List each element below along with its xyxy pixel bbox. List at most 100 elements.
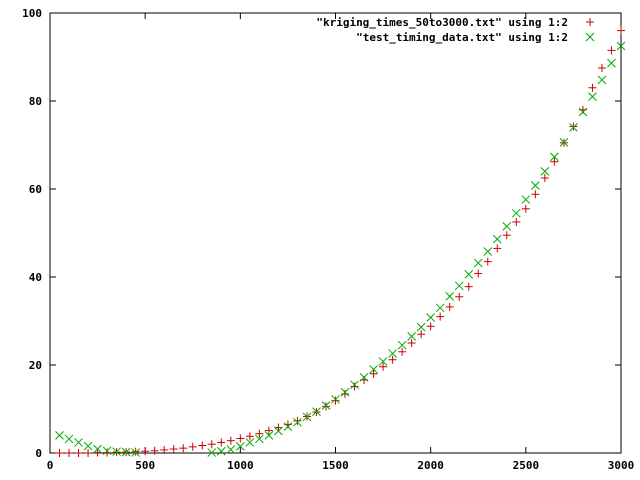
cross-marker bbox=[235, 442, 245, 451]
cross-marker bbox=[293, 417, 302, 427]
cross-marker bbox=[454, 281, 464, 291]
cross-marker bbox=[578, 107, 588, 117]
cross-marker bbox=[407, 332, 416, 341]
cross-marker bbox=[312, 407, 321, 416]
cross-marker bbox=[445, 292, 455, 301]
cross-marker bbox=[550, 152, 559, 162]
cross-marker bbox=[264, 431, 274, 440]
cross-marker bbox=[359, 372, 369, 382]
cross-marker bbox=[283, 422, 293, 431]
plus-marker bbox=[103, 448, 112, 457]
cross-marker bbox=[121, 447, 131, 457]
cross-marker bbox=[378, 357, 388, 366]
plot-frame bbox=[49, 12, 622, 454]
plus-marker bbox=[521, 204, 530, 213]
plus-marker bbox=[55, 449, 64, 457]
cross-marker bbox=[216, 446, 226, 456]
cross-marker bbox=[74, 438, 83, 447]
plus-marker bbox=[550, 157, 559, 166]
plus-marker bbox=[588, 83, 597, 92]
plus-marker bbox=[474, 269, 483, 278]
x-axis-tick-labels: 0 500 1000 1500 2000 2500 3000 bbox=[47, 459, 635, 472]
plus-marker bbox=[93, 448, 102, 457]
cross-marker bbox=[131, 448, 141, 457]
legend: "kriging_times_50to3000.txt" using 1:2 "… bbox=[316, 16, 595, 44]
plus-marker bbox=[131, 447, 140, 456]
cross-marker bbox=[83, 441, 93, 451]
cross-marker bbox=[416, 322, 426, 332]
legend-marker-kriging bbox=[586, 18, 594, 26]
plus-marker bbox=[245, 432, 254, 441]
plus-marker bbox=[84, 449, 93, 457]
cross-marker bbox=[226, 445, 236, 454]
cross-marker bbox=[302, 412, 312, 422]
plus-marker bbox=[512, 218, 521, 226]
plus-marker bbox=[331, 396, 340, 405]
cross-marker bbox=[492, 234, 502, 244]
plus-marker bbox=[388, 355, 397, 364]
plus-marker bbox=[226, 436, 235, 445]
cross-marker bbox=[350, 380, 359, 390]
cross-marker bbox=[369, 365, 378, 374]
cross-marker bbox=[102, 446, 112, 456]
y-tick-label: 80 bbox=[29, 95, 42, 108]
legend-label-test-timing: "test_timing_data.txt" using 1:2 bbox=[356, 31, 568, 44]
plus-marker bbox=[369, 369, 378, 378]
plus-marker bbox=[426, 322, 435, 331]
plus-marker bbox=[464, 282, 473, 291]
y-tick-label: 0 bbox=[35, 447, 42, 460]
cross-marker bbox=[511, 208, 521, 218]
cross-marker bbox=[331, 394, 340, 404]
plus-marker bbox=[436, 312, 445, 321]
plus-marker bbox=[493, 244, 502, 253]
plus-marker bbox=[255, 429, 264, 438]
x-tick-label: 1000 bbox=[227, 459, 254, 472]
y-tick-label: 60 bbox=[29, 183, 42, 196]
plus-marker bbox=[607, 46, 616, 55]
plus-marker bbox=[407, 339, 416, 347]
plus-marker bbox=[198, 441, 207, 450]
y-tick-label: 100 bbox=[22, 7, 42, 20]
plus-marker bbox=[445, 302, 454, 311]
x-tick-label: 1500 bbox=[322, 459, 349, 472]
cross-marker bbox=[207, 448, 217, 457]
plus-marker bbox=[169, 445, 178, 454]
cross-marker bbox=[483, 247, 493, 256]
cross-marker bbox=[245, 438, 255, 447]
cross-marker bbox=[597, 75, 607, 85]
series-layer bbox=[55, 26, 626, 457]
plus-marker bbox=[217, 438, 226, 447]
cross-marker bbox=[340, 387, 350, 397]
plus-marker bbox=[321, 402, 330, 411]
cross-marker bbox=[464, 270, 474, 279]
plus-marker bbox=[379, 362, 388, 371]
x-tick-label: 500 bbox=[135, 459, 155, 472]
plus-marker bbox=[74, 449, 83, 457]
axis-ticks bbox=[49, 12, 622, 454]
cross-marker bbox=[588, 92, 597, 101]
plus-marker bbox=[350, 382, 359, 391]
plus-marker bbox=[65, 449, 74, 457]
x-tick-label: 2500 bbox=[513, 459, 540, 472]
plus-marker bbox=[483, 257, 492, 266]
plus-marker bbox=[293, 416, 302, 425]
y-axis-tick-labels: 0 20 40 60 80 100 bbox=[22, 7, 42, 460]
plus-marker bbox=[569, 122, 578, 131]
plus-marker bbox=[540, 174, 549, 182]
x-tick-label: 2000 bbox=[417, 459, 444, 472]
plus-marker bbox=[417, 330, 426, 339]
cross-marker bbox=[274, 426, 283, 436]
cross-marker bbox=[93, 444, 102, 454]
cross-marker bbox=[435, 303, 445, 313]
plus-marker bbox=[341, 390, 350, 399]
cross-marker bbox=[426, 313, 436, 322]
cross-marker bbox=[530, 181, 540, 190]
plus-marker bbox=[188, 442, 197, 451]
cross-marker bbox=[559, 138, 569, 147]
plus-marker bbox=[207, 440, 216, 449]
plus-marker bbox=[455, 292, 464, 301]
plus-marker bbox=[274, 423, 283, 432]
legend-marker-test-timing bbox=[585, 32, 595, 42]
cross-marker bbox=[112, 447, 121, 457]
